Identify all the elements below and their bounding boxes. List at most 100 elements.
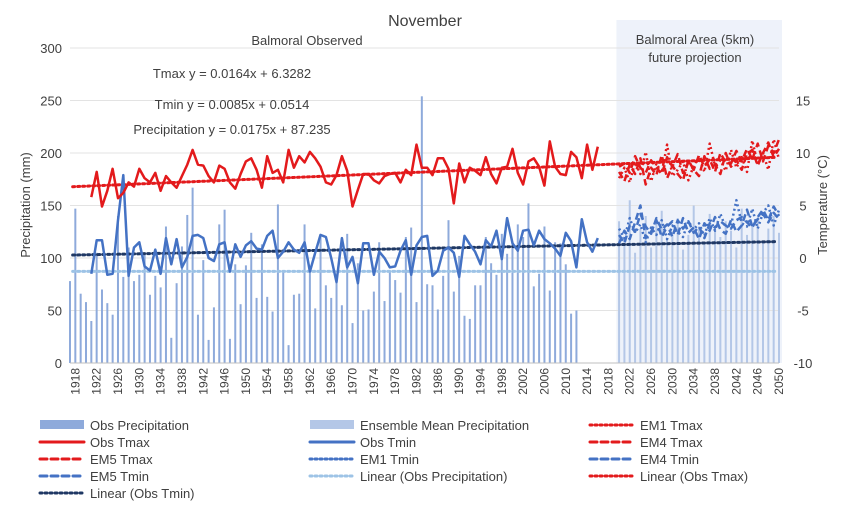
ensemble-precipitation-bar	[666, 239, 669, 363]
em4-tmin-line	[617, 204, 780, 244]
x-tick-label: 2046	[751, 368, 765, 395]
ensemble-precipitation-bar	[682, 249, 685, 363]
obs-precipitation-bar	[346, 233, 349, 363]
x-tick-label: 1958	[282, 368, 296, 395]
obs-precipitation-bar	[516, 224, 519, 363]
x-tick-label: 1982	[410, 368, 424, 395]
obs-precipitation-bar	[250, 232, 253, 363]
ensemble-precipitation-bar	[655, 224, 658, 363]
obs-precipitation-bar	[511, 242, 514, 363]
obs-precipitation-bar	[404, 237, 407, 363]
obs-precipitation-bar	[463, 315, 466, 363]
obs-precipitation-bar	[228, 338, 231, 363]
obs-precipitation-bar	[111, 314, 114, 363]
x-tick-label: 2050	[772, 368, 786, 395]
obs-precipitation-bar	[196, 314, 199, 363]
obs-precipitation-bar	[340, 305, 343, 363]
y2-tick-label: 10	[796, 146, 810, 161]
ensemble-precipitation-bar	[740, 208, 743, 363]
legend-swatch	[310, 420, 354, 429]
ensemble-precipitation-bar	[634, 252, 637, 363]
obs-precipitation-bar	[266, 296, 269, 363]
obs-precipitation-bar	[84, 302, 87, 363]
obs-precipitation-bar	[410, 227, 413, 363]
obs-precipitation-bar	[570, 313, 573, 363]
obs-precipitation-bar	[484, 237, 487, 363]
obs-precipitation-bar	[559, 243, 562, 363]
y-tick-label: 100	[40, 251, 62, 266]
ensemble-precipitation-bar	[698, 226, 701, 363]
obs-precipitation-bar	[335, 281, 338, 363]
obs-precipitation-bar	[244, 265, 247, 363]
legend-label: Obs Tmax	[90, 435, 150, 450]
obs-precipitation-bar	[100, 289, 103, 363]
em1-tmin-line	[618, 198, 781, 244]
obs-precipitation-bar	[388, 270, 391, 363]
x-tick-label: 1922	[90, 368, 104, 395]
y-tick-label: 250	[40, 94, 62, 109]
obs-precipitation-bar	[554, 242, 557, 363]
obs-precipitation-bar	[351, 323, 354, 363]
x-tick-label: 1998	[495, 368, 509, 395]
x-tick-label: 1990	[452, 368, 466, 395]
obs-precipitation-bar	[330, 297, 333, 363]
obs-precipitation-bar	[154, 275, 157, 363]
obs-precipitation-bar	[415, 302, 418, 363]
obs-tmin-line	[90, 173, 599, 285]
obs-precipitation-bar	[442, 275, 445, 363]
legend-label: Linear (Obs Precipitation)	[360, 469, 507, 484]
obs-precipitation-bar	[239, 304, 242, 363]
obs-precipitation-bar	[223, 209, 226, 363]
obs-precipitation-bar	[276, 204, 279, 363]
obs-precipitation-bar	[532, 286, 535, 363]
obs-precipitation-bar	[175, 283, 178, 363]
obs-precipitation-bar	[538, 273, 541, 363]
legend-label: EM1 Tmax	[640, 418, 703, 433]
legend-label: EM5 Tmax	[90, 452, 153, 467]
obs-precipitation-bar	[447, 220, 450, 363]
obs-precipitation-bar	[74, 208, 77, 363]
obs-precipitation-bar	[186, 214, 189, 363]
ensemble-precipitation-bar	[708, 213, 711, 363]
x-tick-label: 2042	[729, 368, 743, 395]
ensemble-precipitation-bar	[724, 221, 727, 363]
y2-tick-label: -10	[794, 356, 813, 371]
obs-precipitation-bar	[308, 272, 311, 363]
ensemble-precipitation-bar	[618, 221, 621, 363]
obs-precipitation-bar	[372, 291, 375, 363]
obs-precipitation-bar	[506, 253, 509, 363]
obs-precipitation-bar	[362, 310, 365, 363]
x-tick-label: 1938	[175, 368, 189, 395]
x-tick-label: 2030	[665, 368, 679, 395]
obs-precipitation-bar	[271, 311, 274, 363]
obs-precipitation-bar	[324, 285, 327, 363]
legend-label: EM1 Tmin	[360, 452, 419, 467]
x-tick-label: 2010	[559, 368, 573, 395]
x-tick-label: 2026	[644, 368, 658, 395]
x-tick-label: 2034	[687, 368, 701, 395]
obs-tmax-line	[90, 140, 600, 208]
temperature-lines	[90, 138, 781, 285]
x-tick-label: 1978	[388, 368, 402, 395]
obs-precipitation-bar	[170, 337, 173, 363]
x-tick-label: 1974	[367, 368, 381, 395]
ensemble-precipitation-bar	[639, 228, 642, 363]
obs-precipitation-bar	[399, 292, 402, 363]
obs-precipitation-bar	[474, 285, 477, 363]
x-tick-label: 2038	[708, 368, 722, 395]
obs-precipitation-bar	[212, 307, 215, 363]
obs-precipitation-bar	[522, 237, 525, 363]
y2-tick-label: 15	[796, 94, 810, 109]
ensemble-precipitation-bar	[762, 241, 765, 363]
legend-label: EM4 Tmax	[640, 435, 703, 450]
equation-tmin: Tmin y = 0.0085x + 0.0514	[155, 97, 310, 112]
ensemble-precipitation-bar	[650, 247, 653, 363]
legend-label: Ensemble Mean Precipitation	[360, 418, 529, 433]
ensemble-precipitation-bar	[756, 218, 759, 363]
obs-precipitation-bar	[527, 203, 530, 363]
y-tick-label: 50	[48, 304, 62, 319]
obs-precipitation-bar	[159, 287, 162, 363]
obs-precipitation-bar	[90, 321, 93, 363]
x-tick-label: 1930	[132, 368, 146, 395]
obs-precipitation-bar	[367, 309, 370, 363]
